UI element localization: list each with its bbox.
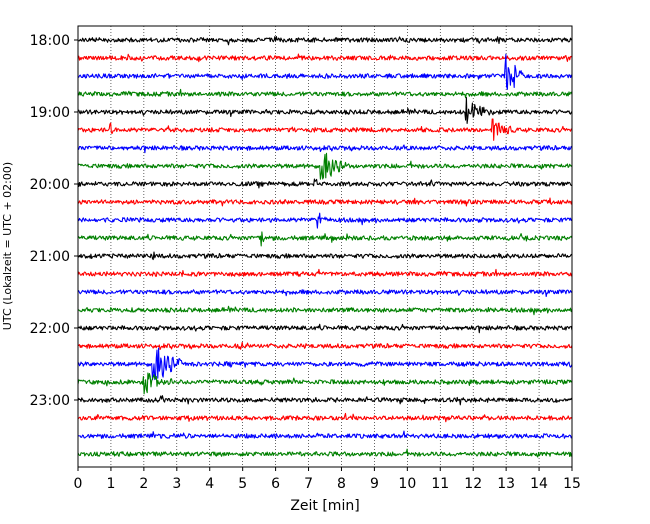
x-tick-label: 1 xyxy=(106,476,115,492)
trace-line xyxy=(77,212,573,229)
trace-line xyxy=(77,430,573,440)
y-axis: 18:00 19:00 20:00 21:00 22:00 23:00 xyxy=(30,33,78,409)
trace-line xyxy=(77,395,573,406)
x-tick-label: 5 xyxy=(238,476,247,492)
trace-line xyxy=(77,251,573,261)
x-tick-label: 6 xyxy=(271,476,280,492)
trace-line xyxy=(77,289,573,298)
trace-line xyxy=(77,323,573,334)
y-tick-label: 23:00 xyxy=(30,393,70,409)
x-tick-label: 8 xyxy=(337,476,346,492)
trace-line xyxy=(77,372,573,395)
trace-line xyxy=(77,178,573,189)
trace-line xyxy=(77,88,573,99)
y-tick-label: 19:00 xyxy=(30,105,70,121)
trace-line xyxy=(77,197,573,207)
trace-line xyxy=(77,53,573,63)
trace-line xyxy=(77,448,573,458)
y-tick-label: 21:00 xyxy=(30,249,70,265)
y-axis-label: UTC (Lokalzeit = UTC + 02:00) xyxy=(1,162,14,330)
trace-line xyxy=(77,341,573,351)
trace-line xyxy=(77,152,573,180)
x-tick-label: 11 xyxy=(431,476,449,492)
x-tick-label: 13 xyxy=(497,476,515,492)
x-tick-label: 7 xyxy=(304,476,313,492)
x-tick-label: 3 xyxy=(172,476,181,492)
x-axis: 0 1 2 3 4 5 6 7 8 9 10 11 12 13 14 15 xyxy=(74,467,581,492)
trace-line xyxy=(77,144,573,154)
plot-background xyxy=(78,26,572,467)
x-tick-label: 0 xyxy=(74,476,83,492)
x-tick-label: 12 xyxy=(464,476,482,492)
trace-line xyxy=(77,412,573,423)
trace-line xyxy=(77,118,573,141)
x-tick-label: 2 xyxy=(139,476,148,492)
x-tick-label: 10 xyxy=(398,476,416,492)
trace-line xyxy=(77,347,573,381)
x-tick-label: 14 xyxy=(530,476,548,492)
y-tick-label: 20:00 xyxy=(30,177,70,193)
trace-line xyxy=(77,36,573,46)
trace-line xyxy=(77,53,573,90)
x-tick-label: 15 xyxy=(563,476,581,492)
traces-group xyxy=(77,36,573,458)
plot-frame xyxy=(77,25,573,468)
trace-line xyxy=(77,268,573,277)
trace-line xyxy=(77,97,573,124)
y-tick-label: 18:00 xyxy=(30,33,70,49)
x-tick-label: 4 xyxy=(205,476,214,492)
trace-line xyxy=(78,231,573,247)
trace-line xyxy=(77,305,573,316)
x-axis-label: Zeit [min] xyxy=(290,498,359,514)
y-tick-label: 22:00 xyxy=(30,321,70,337)
x-tick-label: 9 xyxy=(370,476,379,492)
